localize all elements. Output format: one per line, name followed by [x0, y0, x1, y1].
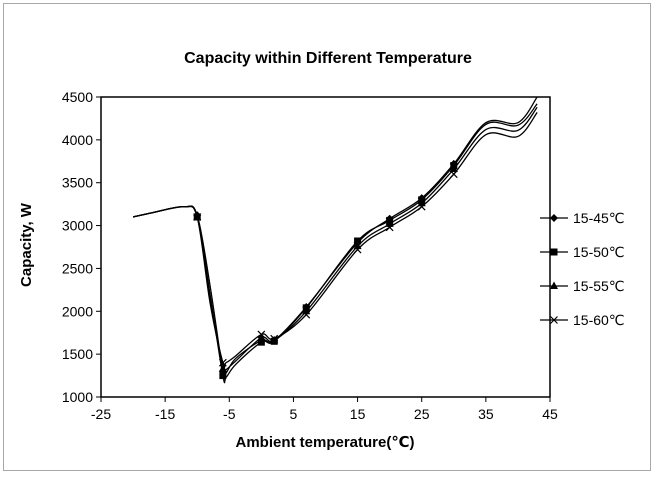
legend-marker-icon [550, 316, 558, 324]
legend-marker-icon [550, 248, 558, 256]
legend-label: 15-45℃ [573, 210, 625, 226]
x-tick-label: -25 [91, 406, 111, 422]
y-axis-label: Capacity, W [18, 202, 35, 287]
data-point-3-13 [417, 202, 426, 211]
plot-area [100, 96, 551, 398]
legend-item-3: 15-60℃ [540, 312, 625, 328]
data-point-1-11 [354, 237, 362, 245]
y-tick-label: 1000 [62, 389, 93, 405]
data-point-3-3 [193, 213, 202, 221]
data-point-3-14 [449, 170, 458, 179]
legend-label: 15-60℃ [573, 312, 625, 328]
y-tick-label: 3000 [62, 218, 93, 234]
data-point-3-11 [353, 245, 362, 254]
y-tick-label: 2000 [62, 303, 93, 319]
y-tick-label: 4000 [62, 132, 93, 148]
chart-frame: Capacity within Different Temperature Am… [3, 3, 651, 471]
x-tick-label: 45 [542, 406, 558, 422]
y-tick-label: 2500 [62, 260, 93, 276]
data-point-1-5 [219, 372, 227, 380]
legend-marker-icon [550, 281, 558, 289]
x-tick-label: 15 [350, 406, 366, 422]
legend-item-0: 15-45℃ [540, 210, 625, 226]
chart-svg: Capacity within Different Temperature Am… [18, 50, 625, 451]
data-point-3-9 [270, 334, 279, 343]
data-point-2-14 [449, 164, 458, 172]
y-tick-label: 1500 [62, 346, 93, 362]
legend-label: 15-50℃ [573, 244, 625, 260]
data-point-3-5 [218, 358, 227, 367]
legend-marker-icon [550, 214, 558, 222]
x-tick-label: 5 [290, 406, 298, 422]
legend-item-1: 15-50℃ [540, 244, 625, 260]
x-tick-label: -5 [223, 406, 236, 422]
legend-label: 15-55℃ [573, 278, 625, 294]
y-tick-label: 4500 [62, 89, 93, 105]
data-point-3-10 [302, 310, 311, 319]
x-tick-label: 35 [478, 406, 494, 422]
chart-title: Capacity within Different Temperature [184, 50, 472, 67]
x-tick-label: -15 [155, 406, 175, 422]
data-point-3-8 [257, 330, 266, 339]
y-tick-label: 3500 [62, 175, 93, 191]
data-point-1-8 [257, 338, 265, 346]
x-axis-label: Ambient temperature(℃) [235, 434, 414, 451]
data-point-2-8 [257, 333, 266, 341]
x-tick-label: 25 [414, 406, 430, 422]
data-point-2-5 [218, 364, 227, 372]
legend-item-2: 15-55℃ [540, 278, 625, 294]
data-point-3-12 [385, 223, 394, 232]
